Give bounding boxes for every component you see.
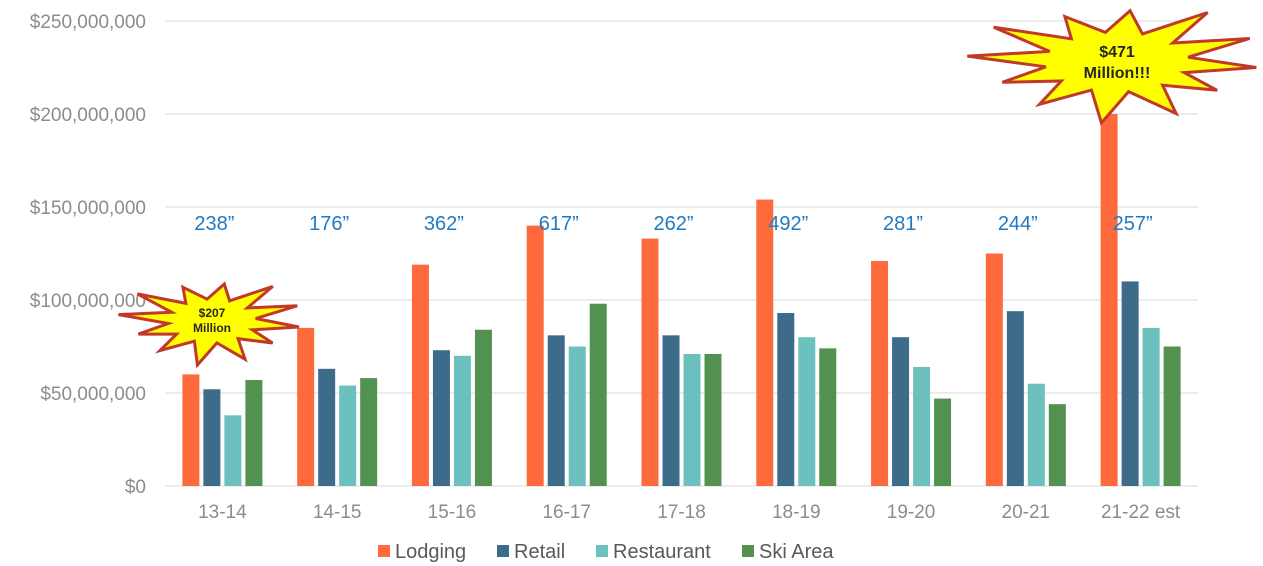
callout-burst: $471 Million!!! bbox=[967, 8, 1257, 126]
snowfall-label: 176” bbox=[309, 213, 349, 235]
bar-ski-area-18-19 bbox=[819, 348, 837, 486]
x-tick-label: 13-14 bbox=[198, 502, 247, 523]
legend: Lodging Retail Restaurant Ski Area bbox=[378, 541, 834, 563]
snowfall-label: 362” bbox=[424, 213, 464, 235]
bar-restaurant-20-21 bbox=[1027, 383, 1045, 486]
bar-restaurant-16-17 bbox=[568, 346, 586, 486]
bar-ski-area-21-22-est bbox=[1163, 346, 1181, 486]
legend-item-restaurant: Restaurant bbox=[596, 541, 711, 563]
callout-text-line2: Million bbox=[193, 321, 231, 335]
bar-retail-20-21 bbox=[1006, 311, 1024, 486]
callout-text-line1: $471 bbox=[1099, 44, 1135, 61]
y-tick-label: $150,000,000 bbox=[30, 198, 146, 219]
bar-retail-14-15 bbox=[318, 368, 336, 486]
x-tick-label: 15-16 bbox=[428, 502, 477, 523]
x-tick-label: 21-22 est bbox=[1101, 502, 1181, 523]
bar-lodging-17-18 bbox=[641, 238, 659, 486]
legend-swatch bbox=[497, 545, 509, 557]
bar-restaurant-15-16 bbox=[453, 355, 471, 486]
bar-retail-21-22-est bbox=[1121, 281, 1139, 486]
legend-swatch bbox=[596, 545, 608, 557]
bar-ski-area-15-16 bbox=[474, 329, 492, 486]
bar-retail-19-20 bbox=[892, 337, 910, 486]
y-tick-label: $50,000,000 bbox=[40, 384, 146, 405]
bar-lodging-13-14 bbox=[182, 374, 200, 486]
snowfall-label: 281” bbox=[883, 213, 923, 235]
snowfall-label: 238” bbox=[194, 213, 234, 235]
x-axis-tick-labels: 13-14 14-15 15-16 16-17 17-18 18-19 19-20 20-21… bbox=[198, 502, 1181, 523]
bar-ski-area-13-14 bbox=[245, 379, 263, 486]
snowfall-label: 617” bbox=[539, 213, 579, 235]
legend-label: Retail bbox=[514, 541, 565, 563]
bar-retail-17-18 bbox=[662, 335, 680, 486]
bar-lodging-21-22-est bbox=[1100, 114, 1118, 486]
bar-lodging-16-17 bbox=[526, 225, 544, 486]
legend-label: Restaurant bbox=[613, 541, 711, 563]
bar-ski-area-20-21 bbox=[1048, 404, 1066, 486]
legend-swatch bbox=[378, 545, 390, 557]
bar-retail-16-17 bbox=[547, 335, 565, 486]
snowfall-labels: 238” 176” 362” 617” 262” 492” 281” 244” 257” bbox=[194, 213, 1152, 235]
x-tick-label: 20-21 bbox=[1002, 502, 1051, 523]
gridlines bbox=[165, 20, 1198, 487]
y-tick-label: $200,000,000 bbox=[30, 105, 146, 126]
y-axis-tick-labels: $0 $50,000,000 $100,000,000 $150,000,000 $20… bbox=[30, 12, 146, 498]
bar-ski-area-19-20 bbox=[934, 398, 952, 486]
x-tick-label: 18-19 bbox=[772, 502, 821, 523]
legend-swatch bbox=[742, 545, 754, 557]
legend-item-ski-area: Ski Area bbox=[742, 541, 834, 563]
bar-lodging-19-20 bbox=[871, 260, 889, 486]
callout-text-line1: $207 bbox=[199, 306, 226, 320]
starburst-shape bbox=[967, 8, 1257, 126]
bar-retail-15-16 bbox=[432, 350, 450, 486]
bar-restaurant-19-20 bbox=[913, 366, 931, 486]
callout-text-line2: Million!!! bbox=[1084, 65, 1151, 82]
x-tick-label: 17-18 bbox=[657, 502, 706, 523]
bar-restaurant-14-15 bbox=[339, 385, 357, 486]
legend-item-lodging: Lodging bbox=[378, 541, 466, 563]
starburst-shape bbox=[118, 281, 300, 369]
bar-lodging-15-16 bbox=[411, 264, 429, 486]
bar-lodging-18-19 bbox=[756, 199, 774, 486]
legend-label: Ski Area bbox=[759, 541, 834, 563]
bar-restaurant-17-18 bbox=[683, 353, 701, 486]
bar-lodging-14-15 bbox=[297, 327, 315, 486]
y-tick-label: $100,000,000 bbox=[30, 291, 146, 312]
bar-ski-area-16-17 bbox=[589, 303, 607, 486]
bar-ski-area-14-15 bbox=[360, 378, 378, 486]
bar-retail-18-19 bbox=[777, 313, 795, 486]
bar-restaurant-13-14 bbox=[224, 415, 242, 486]
x-tick-label: 19-20 bbox=[887, 502, 936, 523]
bar-lodging-20-21 bbox=[985, 253, 1003, 486]
legend-label: Lodging bbox=[395, 541, 466, 563]
snowfall-label: 492” bbox=[768, 213, 808, 235]
x-tick-label: 14-15 bbox=[313, 502, 362, 523]
x-tick-label: 16-17 bbox=[542, 502, 591, 523]
bar-restaurant-21-22-est bbox=[1142, 327, 1160, 486]
bar-retail-13-14 bbox=[203, 389, 221, 486]
y-tick-label: $0 bbox=[125, 477, 146, 498]
bars bbox=[182, 114, 1181, 486]
snowfall-label: 262” bbox=[653, 213, 693, 235]
snowfall-label: 244” bbox=[998, 213, 1038, 235]
legend-item-retail: Retail bbox=[497, 541, 565, 563]
y-tick-label: $250,000,000 bbox=[30, 12, 146, 33]
snowfall-label: 257” bbox=[1113, 213, 1153, 235]
bar-restaurant-18-19 bbox=[798, 337, 816, 486]
bar-ski-area-17-18 bbox=[704, 353, 722, 486]
